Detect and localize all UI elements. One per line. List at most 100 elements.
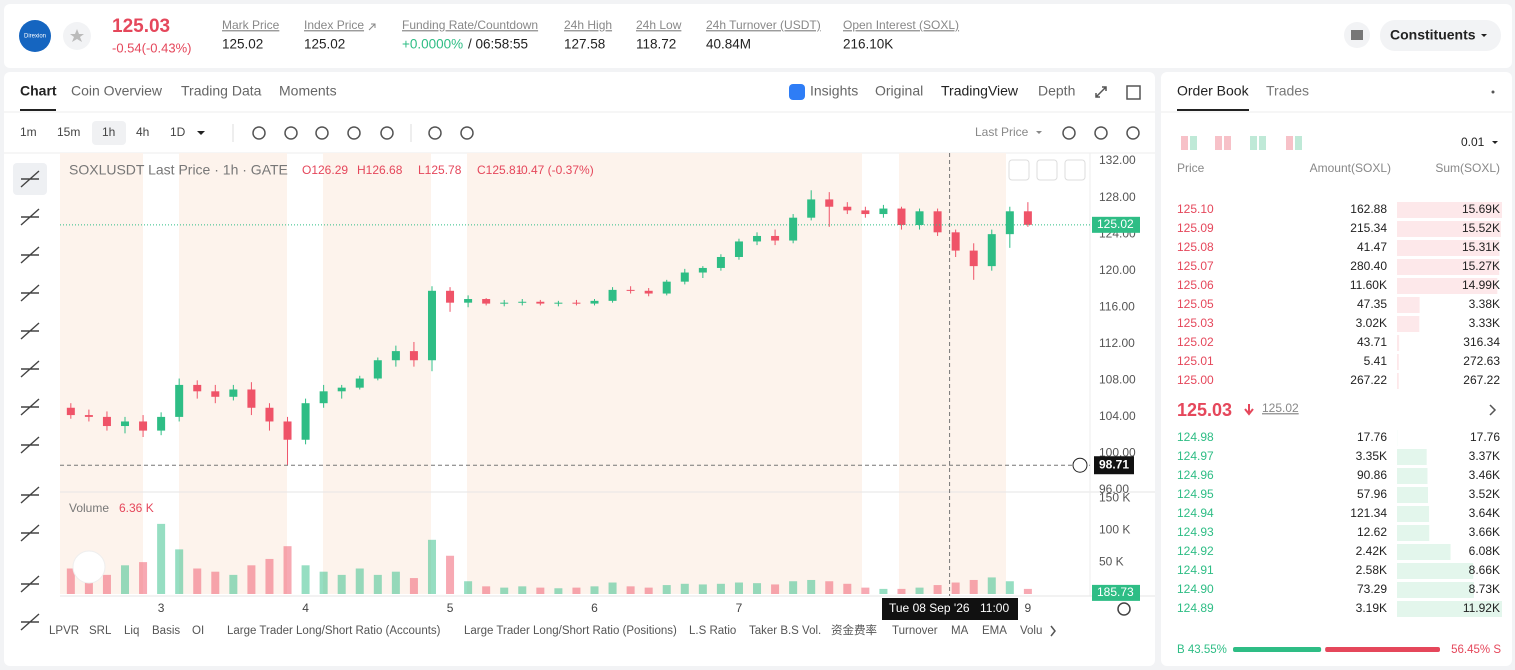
- volume-bar: [698, 584, 707, 594]
- precision[interactable]: 0.01: [1461, 135, 1485, 149]
- volume-legend: Volume: [69, 501, 109, 515]
- ob-price: 125.07: [1177, 259, 1214, 273]
- chart-button[interactable]: [1064, 159, 1086, 181]
- toolbar-icon[interactable]: [347, 126, 361, 140]
- indicator[interactable]: Large Trader Long/Short Ratio (Positions…: [464, 625, 677, 637]
- volume-tick-label: 50 K: [1099, 554, 1124, 568]
- crosshair-tag: [1094, 456, 1134, 475]
- indicator[interactable]: Basis: [152, 625, 180, 637]
- volume-bar: [590, 586, 599, 594]
- drawing-tool[interactable]: [20, 208, 40, 226]
- ob-view-icon[interactable]: [1215, 136, 1222, 150]
- drawing-tool[interactable]: [20, 322, 40, 340]
- toolbar-icon[interactable]: [380, 126, 394, 140]
- ob-last-price: 125.03: [1177, 400, 1232, 420]
- ob-sum: 3.66K: [1469, 525, 1500, 539]
- depth-bar: [1397, 354, 1399, 370]
- volume-bar: [536, 587, 545, 594]
- ob-amount: 3.19K: [1356, 601, 1387, 615]
- chart-button[interactable]: [1036, 159, 1058, 181]
- session-band: [899, 153, 1006, 594]
- x-tick-label: 9: [1025, 601, 1032, 615]
- candle-body: [933, 211, 942, 233]
- candle-body: [355, 378, 364, 388]
- indicator[interactable]: Taker B.S Vol.: [749, 625, 821, 637]
- indicator[interactable]: L.S Ratio: [689, 625, 736, 637]
- chart-tab[interactable]: Coin Overview: [71, 83, 163, 99]
- indicator[interactable]: SRL: [89, 625, 112, 637]
- interval[interactable]: 4h: [136, 125, 149, 139]
- indicator[interactable]: Turnover: [892, 625, 938, 637]
- price-source[interactable]: Last Price: [975, 125, 1029, 139]
- volume-bar: [951, 582, 960, 594]
- ob-view-icon[interactable]: [1286, 136, 1293, 150]
- ai-icon: [789, 84, 805, 100]
- interval[interactable]: 1m: [20, 125, 37, 139]
- drawing-tool[interactable]: [20, 486, 40, 504]
- interval[interactable]: 1h: [102, 125, 115, 139]
- drawing-tool[interactable]: [20, 524, 40, 542]
- view-tab[interactable]: Depth: [1038, 83, 1075, 99]
- drawing-tool[interactable]: [20, 284, 40, 302]
- view-tab[interactable]: TradingView: [941, 83, 1019, 99]
- drawing-tool[interactable]: [20, 246, 40, 264]
- view-tab[interactable]: Original: [875, 83, 923, 99]
- drawing-tool[interactable]: [20, 170, 40, 188]
- volume-bar: [753, 583, 762, 594]
- chart-tab[interactable]: Chart: [20, 83, 57, 99]
- interval[interactable]: 1D: [170, 125, 186, 139]
- indicator[interactable]: EMA: [982, 625, 1007, 637]
- interval[interactable]: 15m: [57, 125, 80, 139]
- drawing-tool[interactable]: [20, 360, 40, 378]
- indicator[interactable]: MA: [951, 625, 969, 637]
- indicator[interactable]: Liq: [124, 625, 139, 637]
- toolbar-icon[interactable]: [1062, 126, 1076, 140]
- toolbar-icon[interactable]: [252, 126, 266, 140]
- depth-bar: [1397, 487, 1429, 503]
- view-tab[interactable]: Insights: [810, 83, 858, 99]
- ob-view-icon[interactable]: [1181, 136, 1188, 150]
- ob-view-icon: [1259, 136, 1266, 150]
- ob-price: 124.91: [1177, 563, 1214, 577]
- drawing-tool[interactable]: [20, 613, 40, 631]
- down-arrow: [1244, 404, 1254, 416]
- chart-button[interactable]: [1008, 159, 1030, 181]
- candle-body: [716, 256, 725, 268]
- toolbar-icon[interactable]: [460, 126, 474, 140]
- price-change: -0.54(-0.43%): [112, 40, 191, 55]
- caret: [1492, 141, 1498, 144]
- toolbar-icon[interactable]: [315, 126, 329, 140]
- volume-bar: [229, 574, 238, 594]
- toolbar-icon[interactable]: [1094, 126, 1108, 140]
- interval-selected: [92, 121, 126, 145]
- candle-body: [157, 416, 166, 431]
- stat-label: Index Price: [304, 18, 364, 32]
- ob-tab[interactable]: Order Book: [1177, 83, 1250, 99]
- volume-bar: [987, 577, 996, 594]
- volume-bar: [662, 585, 671, 594]
- volume-bar: [427, 539, 436, 594]
- toolbar-icon[interactable]: [428, 126, 442, 140]
- ob-tab[interactable]: Trades: [1266, 83, 1309, 99]
- indicator[interactable]: 资金费率: [831, 623, 877, 637]
- toolbar-icon[interactable]: [1126, 126, 1140, 140]
- volume-legend-value: 6.36 K: [119, 501, 154, 515]
- candle-body: [409, 351, 418, 361]
- drawing-tool[interactable]: [20, 575, 40, 593]
- volume-bar: [789, 581, 798, 594]
- indicator[interactable]: Large Trader Long/Short Ratio (Accounts): [227, 625, 441, 637]
- drawing-tool[interactable]: [20, 398, 40, 416]
- indicator[interactable]: OI: [192, 625, 204, 637]
- constituents-button[interactable]: [1380, 20, 1501, 51]
- drawing-tool[interactable]: [20, 436, 40, 454]
- indicator[interactable]: LPVR: [49, 625, 79, 637]
- indicator[interactable]: Volu: [1020, 625, 1042, 637]
- chevron[interactable]: [1489, 404, 1497, 416]
- candle-body: [464, 299, 473, 303]
- volume-bar: [446, 555, 455, 594]
- chart-tab[interactable]: Moments: [279, 83, 337, 99]
- ob-view-icon[interactable]: [1250, 136, 1257, 150]
- toolbar-icon[interactable]: [284, 126, 298, 140]
- chart-tab[interactable]: Trading Data: [181, 83, 262, 99]
- settings-icon[interactable]: [1117, 602, 1131, 616]
